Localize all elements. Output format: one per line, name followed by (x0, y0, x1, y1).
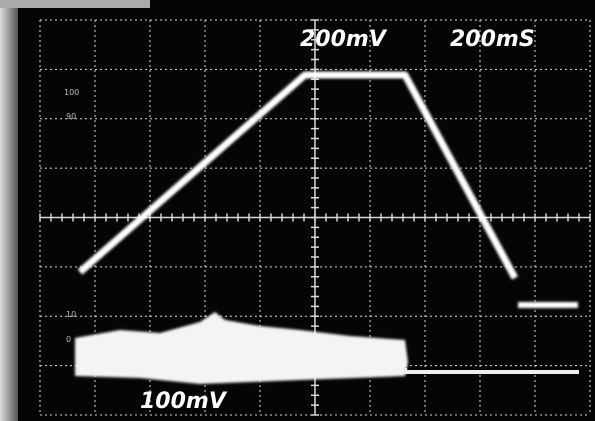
time-per-div: 200mS (450, 27, 535, 52)
graticule-mark: 100 (64, 88, 79, 97)
oscilloscope-photo: 200mV 200mS 100mV 100 90 10 0 (0, 0, 595, 421)
bezel-edge (0, 0, 18, 421)
channel2-volts-per-div: 100mV (140, 389, 228, 414)
volts-per-div: 200mV (300, 27, 388, 52)
bezel-top (0, 0, 150, 8)
page: 200mV 200mS 100mV 100 90 10 0 (() => { c… (0, 0, 595, 421)
graticule-mark: 0 (66, 335, 71, 344)
graticule-mark: 90 (66, 112, 76, 121)
graticule-mark: 10 (66, 310, 76, 319)
